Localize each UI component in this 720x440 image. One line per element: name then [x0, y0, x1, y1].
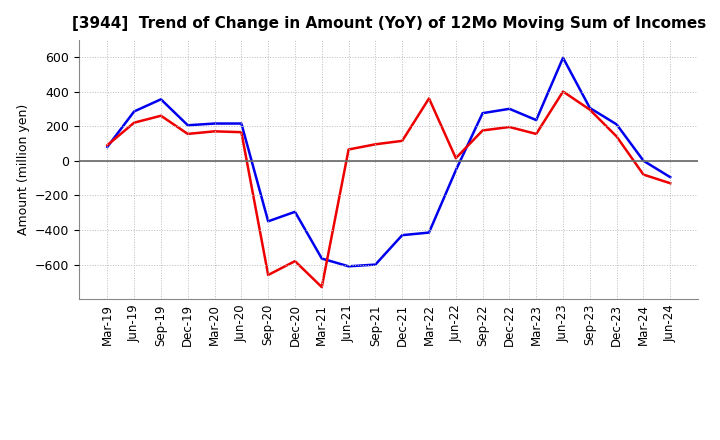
- Ordinary Income: [451, 168, 460, 173]
- Ordinary Income: [210, 121, 219, 126]
- Ordinary Income: [666, 175, 675, 180]
- Ordinary Income: [157, 97, 166, 102]
- Net Income: [398, 138, 407, 143]
- Net Income: [451, 155, 460, 161]
- Ordinary Income: [130, 109, 138, 114]
- Net Income: [425, 96, 433, 101]
- Ordinary Income: [371, 262, 379, 267]
- Y-axis label: Amount (million yen): Amount (million yen): [17, 104, 30, 235]
- Ordinary Income: [344, 264, 353, 269]
- Ordinary Income: [532, 117, 541, 123]
- Net Income: [612, 134, 621, 139]
- Ordinary Income: [425, 230, 433, 235]
- Net Income: [210, 128, 219, 134]
- Net Income: [585, 107, 594, 112]
- Ordinary Income: [184, 123, 192, 128]
- Net Income: [344, 147, 353, 152]
- Ordinary Income: [103, 144, 112, 150]
- Ordinary Income: [559, 55, 567, 60]
- Ordinary Income: [505, 106, 514, 111]
- Ordinary Income: [585, 105, 594, 110]
- Net Income: [478, 128, 487, 133]
- Net Income: [291, 258, 300, 264]
- Line: Net Income: Net Income: [107, 92, 670, 287]
- Ordinary Income: [639, 158, 648, 163]
- Net Income: [103, 143, 112, 148]
- Title: [3944]  Trend of Change in Amount (YoY) of 12Mo Moving Sum of Incomes: [3944] Trend of Change in Amount (YoY) o…: [72, 16, 706, 32]
- Net Income: [264, 272, 272, 278]
- Ordinary Income: [612, 122, 621, 127]
- Ordinary Income: [478, 110, 487, 116]
- Net Income: [639, 172, 648, 177]
- Ordinary Income: [237, 121, 246, 126]
- Line: Ordinary Income: Ordinary Income: [107, 58, 670, 266]
- Ordinary Income: [264, 219, 272, 224]
- Net Income: [505, 125, 514, 130]
- Net Income: [157, 113, 166, 118]
- Net Income: [532, 131, 541, 136]
- Net Income: [371, 142, 379, 147]
- Net Income: [666, 180, 675, 186]
- Net Income: [130, 120, 138, 125]
- Ordinary Income: [291, 209, 300, 214]
- Net Income: [237, 129, 246, 135]
- Net Income: [559, 89, 567, 94]
- Net Income: [184, 131, 192, 136]
- Net Income: [318, 284, 326, 290]
- Ordinary Income: [398, 232, 407, 238]
- Ordinary Income: [318, 256, 326, 261]
